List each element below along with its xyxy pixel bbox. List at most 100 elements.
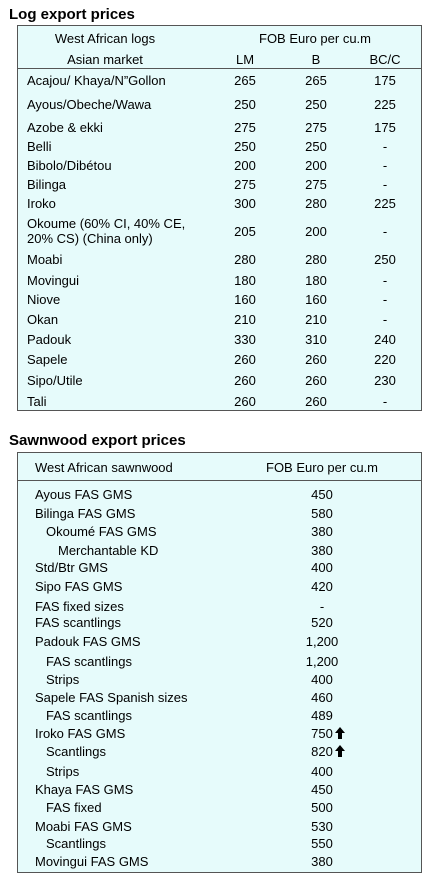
row-label: Sipo/Utile — [27, 373, 83, 388]
cell: 275 — [234, 177, 256, 192]
cell: 380 — [311, 854, 333, 869]
row-label: Ayous/Obeche/Wawa — [27, 97, 152, 112]
row-label: Scantlings — [46, 836, 106, 851]
cell: 489 — [311, 708, 333, 723]
cell: 200 — [234, 158, 256, 173]
row-label: Sipo FAS GMS — [35, 579, 123, 594]
cell: 200 — [305, 224, 327, 239]
up-arrow — [334, 745, 345, 757]
up-arrow — [334, 727, 345, 739]
column-header: LM — [235, 52, 255, 67]
row-label: Padouk FAS GMS — [35, 634, 141, 649]
cell: 250 — [305, 97, 327, 112]
row-label: FAS scantlings — [46, 708, 132, 723]
cell: 280 — [305, 196, 327, 211]
cell: 220 — [374, 352, 396, 367]
cell: 260 — [234, 394, 256, 409]
cell: 450 — [311, 782, 333, 797]
cell: 260 — [234, 352, 256, 367]
cell: 820 — [311, 744, 333, 759]
row-label: Niove — [27, 292, 61, 307]
row-label: Iroko — [27, 196, 56, 211]
cell: 550 — [311, 836, 333, 851]
cell: - — [382, 312, 388, 327]
cell: 400 — [311, 764, 333, 779]
cell: 175 — [374, 73, 396, 88]
cell: 1,200 — [305, 654, 339, 669]
column-header: FOB Euro per cu.m — [259, 31, 371, 46]
row-label: Acajou/ Khaya/N”Gollon — [27, 73, 166, 88]
cell: 180 — [234, 273, 256, 288]
row-label: Moabi FAS GMS — [35, 819, 132, 834]
cell: 260 — [305, 394, 327, 409]
cell: 260 — [305, 373, 327, 388]
cell: - — [382, 139, 388, 154]
column-header: West African logs — [54, 31, 156, 46]
row-label: Bibolo/Dibétou — [27, 158, 112, 173]
column-header: Asian market — [67, 52, 143, 67]
cell: 460 — [311, 690, 333, 705]
cell: 175 — [374, 120, 396, 135]
cell: 450 — [311, 487, 333, 502]
row-label: Movingui — [27, 273, 80, 288]
row-label: Okoumé FAS GMS — [46, 524, 157, 539]
cell: 1,200 — [305, 634, 339, 649]
row-label: Azobe & ekki — [27, 120, 103, 135]
row-label: Okoume (60% CI, 40% CE, — [27, 216, 186, 231]
row-label: 20% CS) (China only) — [27, 231, 153, 246]
cell: - — [319, 599, 325, 614]
column-header: BC/C — [369, 52, 401, 67]
cell: 240 — [374, 332, 396, 347]
row-label: Moabi — [27, 252, 63, 267]
cell: 250 — [234, 139, 256, 154]
cell: 210 — [234, 312, 256, 327]
cell: 250 — [374, 252, 396, 267]
row-label: Ayous FAS GMS — [35, 487, 133, 502]
section-title: Sawnwood export prices — [9, 432, 186, 449]
cell: 275 — [305, 120, 327, 135]
cell: 310 — [305, 332, 327, 347]
row-label: Belli — [27, 139, 52, 154]
cell: - — [382, 273, 388, 288]
cell: - — [382, 158, 388, 173]
cell: 200 — [305, 158, 327, 173]
row-label: Okan — [27, 312, 59, 327]
cell: 520 — [311, 615, 333, 630]
cell: 265 — [234, 73, 256, 88]
row-label: Bilinga — [27, 177, 67, 192]
cell: 420 — [311, 579, 333, 594]
row-label: Sapele — [27, 352, 68, 367]
cell: 500 — [311, 800, 333, 815]
cell: - — [382, 177, 388, 192]
cell: 380 — [311, 543, 333, 558]
cell: 250 — [305, 139, 327, 154]
cell: 330 — [234, 332, 256, 347]
row-label: Khaya FAS GMS — [35, 782, 134, 797]
cell: 265 — [305, 73, 327, 88]
cell: - — [382, 224, 388, 239]
cell: 400 — [311, 672, 333, 687]
cell: 160 — [234, 292, 256, 307]
row-label: Tali — [27, 394, 47, 409]
cell: 260 — [305, 352, 327, 367]
row-label: FAS fixed sizes — [35, 599, 124, 614]
cell: 275 — [234, 120, 256, 135]
column-header: West African sawnwood — [35, 460, 173, 475]
cell: 280 — [234, 252, 256, 267]
cell: 180 — [305, 273, 327, 288]
row-label: Strips — [46, 672, 80, 687]
cell: 750 — [311, 726, 333, 741]
cell: 260 — [234, 373, 256, 388]
cell: 225 — [374, 97, 396, 112]
row-label: Iroko FAS GMS — [35, 726, 126, 741]
cell: 160 — [305, 292, 327, 307]
cell: 275 — [305, 177, 327, 192]
cell: 300 — [234, 196, 256, 211]
cell: 250 — [234, 97, 256, 112]
column-header: FOB Euro per cu.m — [266, 460, 378, 475]
cell: 530 — [311, 819, 333, 834]
sawn-table — [17, 452, 422, 873]
row-label: Padouk — [27, 332, 72, 347]
row-label: Strips — [46, 764, 80, 779]
